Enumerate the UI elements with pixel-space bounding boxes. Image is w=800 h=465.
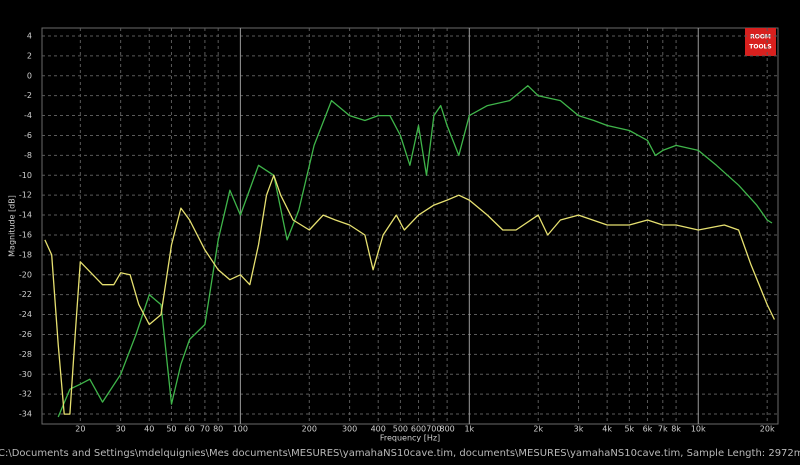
- x-tick-label: 300: [342, 425, 357, 434]
- y-tick-label: -34: [19, 410, 32, 419]
- y-tick-label: -18: [19, 250, 32, 259]
- logo-text: TOOLS: [749, 44, 771, 51]
- y-tick-label: -4: [24, 111, 32, 120]
- x-tick-label: 1k: [464, 425, 474, 434]
- y-tick-label: 4: [27, 31, 32, 40]
- x-tick-label: 60: [184, 425, 194, 434]
- y-tick-label: 2: [27, 51, 32, 60]
- x-tick-label: 40: [144, 425, 154, 434]
- y-tick-label: -8: [24, 151, 32, 160]
- x-tick-label: 100: [233, 425, 248, 434]
- y-tick-label: -2: [24, 91, 32, 100]
- y-tick-label: -10: [19, 171, 32, 180]
- y-tick-label: 0: [27, 71, 32, 80]
- y-axis-label: Magnitude [dB]: [8, 195, 17, 257]
- y-tick-label: -30: [19, 370, 32, 379]
- x-axis-label: Frequency [Hz]: [380, 434, 440, 443]
- y-tick-label: -20: [19, 270, 32, 279]
- series-line: [44, 174, 775, 415]
- series-line: [57, 85, 773, 418]
- x-tick-label: 20k: [760, 425, 775, 434]
- x-tick-label: 20: [75, 425, 85, 434]
- x-tick-label: 4k: [602, 425, 612, 434]
- y-tick-label: -22: [19, 290, 32, 299]
- x-tick-label: 8k: [671, 425, 681, 434]
- x-tick-label: 30: [116, 425, 126, 434]
- x-tick-label: 200: [302, 425, 317, 434]
- y-tick-label: -14: [19, 211, 32, 220]
- y-tick-label: -32: [19, 390, 32, 399]
- y-tick-label: -24: [19, 310, 32, 319]
- logo-text: ROOM: [750, 34, 771, 41]
- x-tick-label: 3k: [574, 425, 584, 434]
- y-tick-label: -12: [19, 191, 32, 200]
- x-tick-label: 70: [200, 425, 210, 434]
- x-tick-label: 2k: [533, 425, 543, 434]
- x-tick-label: 500: [393, 425, 408, 434]
- y-tick-label: -6: [24, 131, 32, 140]
- status-bar: C:\Documents and Settings\mdelquignies\M…: [0, 448, 800, 459]
- x-tick-label: 7k: [658, 425, 668, 434]
- y-tick-label: -16: [19, 230, 32, 239]
- x-tick-label: 80: [213, 425, 223, 434]
- x-tick-label: 600: [411, 425, 426, 434]
- x-tick-label: 6k: [643, 425, 653, 434]
- x-tick-label: 700: [426, 425, 441, 434]
- y-tick-label: -26: [19, 330, 32, 339]
- plot-area: [41, 27, 779, 425]
- y-tick-label: -28: [19, 350, 32, 359]
- x-tick-label: 10k: [691, 425, 706, 434]
- x-tick-label: 800: [439, 425, 454, 434]
- x-tick-label: 5k: [624, 425, 634, 434]
- logo-box: [745, 28, 776, 56]
- x-tick-label: 50: [166, 425, 176, 434]
- x-tick-label: 400: [371, 425, 386, 434]
